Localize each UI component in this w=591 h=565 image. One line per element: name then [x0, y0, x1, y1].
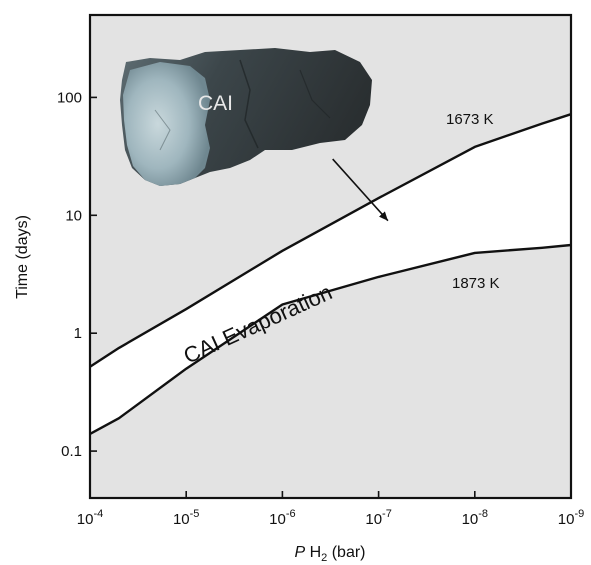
series-line-1873k [89, 243, 572, 435]
rock-crack [154, 109, 171, 151]
photo-label: CAI [198, 92, 233, 115]
series-line-1673k [89, 113, 572, 368]
x-tick-label: 10-6 [269, 508, 295, 528]
rock-crack [299, 69, 331, 119]
y-tick-label: 0.1 [61, 443, 82, 460]
cai-rock-photo: CAI [120, 48, 372, 186]
y-tick-label: 100 [57, 89, 82, 106]
evaporation-band [90, 114, 571, 434]
rock-light-inclusion [123, 62, 210, 186]
x-axis-title-italic: P [294, 544, 305, 561]
x-tick-label: 10-9 [558, 508, 584, 528]
series-label-1873k: 1873 K [452, 275, 500, 292]
x-tick-label: 10-7 [365, 508, 391, 528]
y-axis-title: Time (days) [14, 215, 31, 299]
x-tick-label: 10-4 [77, 508, 103, 528]
x-axis-title-rest: (bar) [327, 544, 365, 561]
series-group [89, 113, 572, 435]
x-tick-label: 10-5 [173, 508, 199, 528]
annotation-arrow [332, 158, 389, 222]
tick-group: 10-4 10-5 10-6 10-7 10-8 10-9 0.1 1 10 100 [57, 89, 584, 528]
y-tick-label: 10 [65, 207, 82, 224]
plot-frame [88, 13, 573, 500]
x-axis-title-sub: 2 [321, 552, 327, 564]
x-axis-title: P H2 (bar) [294, 544, 365, 564]
x-tick-label: 10-8 [462, 508, 488, 528]
series-label-1673k: 1673 K [446, 111, 494, 128]
x-axis-title-base: H [305, 544, 321, 561]
rock-crack [239, 59, 259, 149]
y-tick-label: 1 [74, 325, 82, 342]
